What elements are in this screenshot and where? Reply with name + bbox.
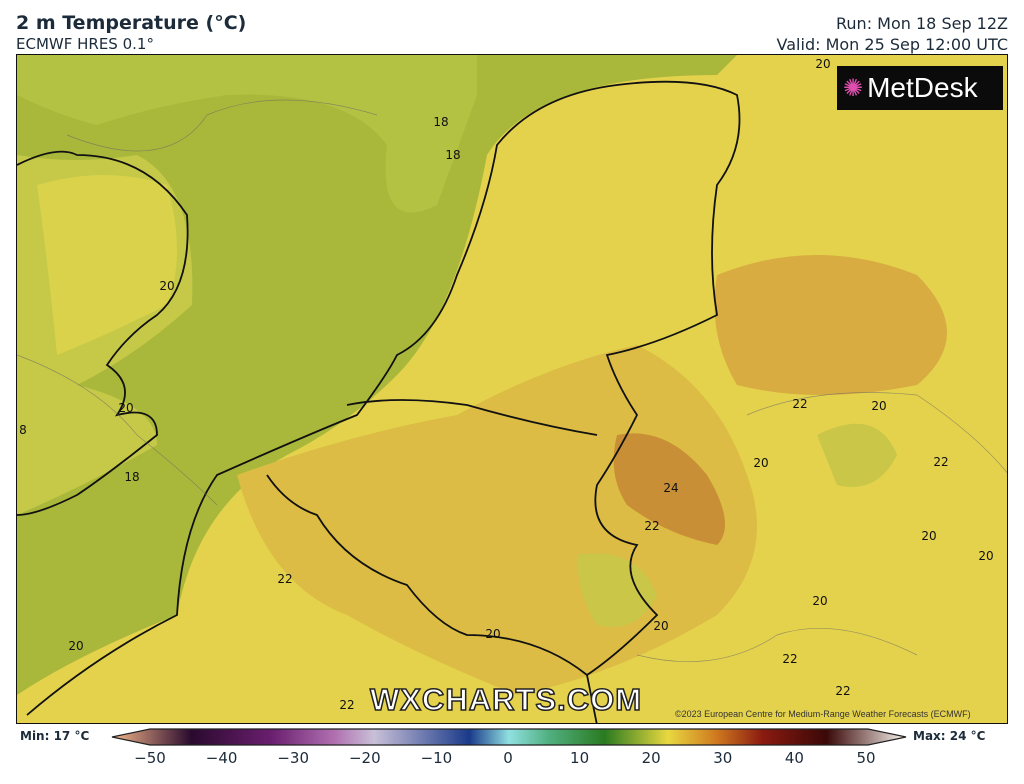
copyright: ©2023 European Centre for Medium-Range W… [675, 709, 971, 719]
contour-label: 20 [118, 401, 134, 415]
colorbar-tick-label: −30 [277, 749, 310, 767]
contour-label: 22 [277, 572, 293, 586]
model-name: ECMWF HRES 0.1° [16, 35, 154, 53]
contour-label: 24 [663, 481, 679, 495]
contour-label: 20 [978, 549, 994, 563]
map-title: 2 m Temperature (°C) [16, 12, 247, 34]
contour-label: 20 [68, 639, 84, 653]
hot-zone [613, 433, 725, 545]
warm-zone-east [714, 255, 947, 395]
contour-label: 22 [933, 455, 949, 469]
coastlines [17, 80, 741, 723]
contour-label: 22 [782, 652, 798, 666]
map-canvas [17, 55, 1007, 723]
cool-zone [577, 553, 657, 627]
colorbar-tick-label: 40 [784, 749, 804, 767]
colorbar-tick-label: 50 [856, 749, 876, 767]
max-value: Max: 24 °C [913, 729, 986, 743]
contour-label: 18 [124, 470, 140, 484]
contour-label: 20 [485, 627, 501, 641]
contour-label: 22 [835, 684, 851, 698]
flower-icon: ✺ [843, 74, 864, 102]
watermark: WXCHARTS.COM [369, 681, 643, 718]
contour-label: 18 [445, 148, 461, 162]
colorbar-tick-label: −50 [134, 749, 166, 767]
england-warm [37, 175, 177, 355]
valid-time: Valid: Mon 25 Sep 12:00 UTC [776, 35, 1008, 54]
colorbar [111, 728, 907, 746]
contour-label: 20 [921, 529, 937, 543]
logo-text: MetDesk [867, 72, 978, 103]
temperature-map[interactable]: 18 18 20 20 8 18 22 20 20 22 22 20 20 22… [16, 54, 1008, 724]
colorbar-tick-label: −40 [205, 749, 238, 767]
cool-zone-east [817, 423, 897, 487]
contour-label: 20 [871, 399, 887, 413]
colorbar-tick-label: 20 [641, 749, 661, 767]
contour-label: 20 [815, 57, 831, 71]
colorbar-gradient [111, 728, 907, 746]
contour-label: 20 [753, 456, 769, 470]
contour-label: 22 [792, 397, 808, 411]
min-value: Min: 17 °C [20, 729, 90, 743]
contour-label: 20 [812, 594, 828, 608]
colorbar-tick-label: 10 [570, 749, 590, 767]
sea-contour [17, 55, 477, 213]
metdesk-logo: ✺ MetDesk [837, 66, 1003, 110]
colorbar-tick-label: 30 [713, 749, 733, 767]
contour-label: 20 [159, 279, 175, 293]
contour-label: 8 [19, 423, 27, 437]
contour-label: 20 [653, 619, 669, 633]
contour-lines [17, 99, 1007, 662]
contour-label: 22 [644, 519, 660, 533]
colorbar-tick-label: 0 [503, 749, 513, 767]
contour-label: 22 [339, 698, 355, 712]
colorbar-tick-label: −20 [348, 749, 381, 767]
contour-label: 18 [433, 115, 449, 129]
colorbar-tick-label: −10 [420, 749, 453, 767]
run-time: Run: Mon 18 Sep 12Z [836, 14, 1008, 33]
